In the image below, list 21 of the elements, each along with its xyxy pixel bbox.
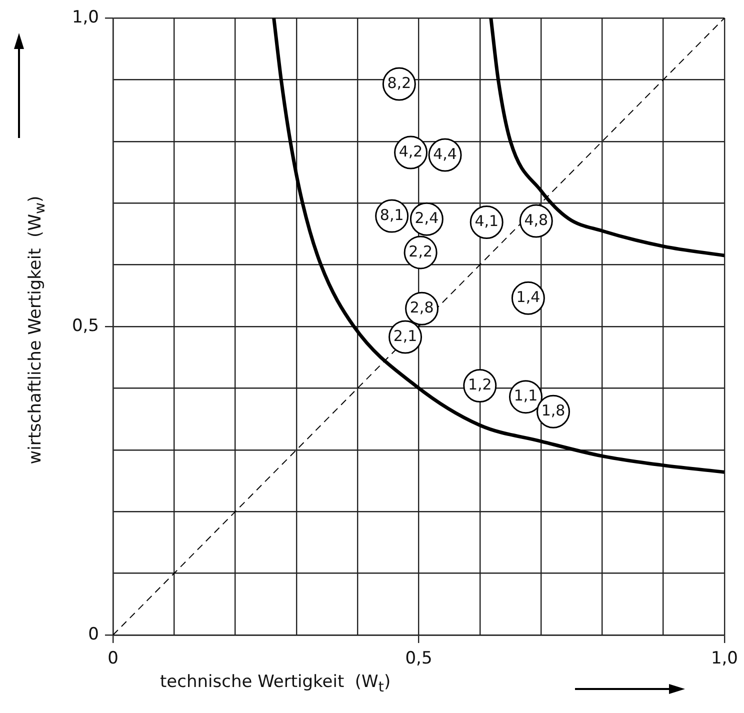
annotation: 2,8 [410, 298, 434, 316]
annotation: 4,4 [433, 144, 457, 163]
x-tick-label: 0,5 [405, 648, 432, 669]
annotation: 4,8 [524, 210, 548, 229]
annotation: 4,2 [398, 142, 423, 160]
annotation: 1,2 [468, 376, 492, 394]
annotation: 2,4 [414, 209, 439, 228]
annotation: 2,2 [408, 242, 433, 260]
x-tick-label: 1,0 [710, 648, 738, 669]
annotation: 2,1 [393, 326, 418, 345]
y-tick-label: 1,0 [72, 7, 99, 28]
y-tick-label: 0 [88, 624, 99, 644]
x-axis-title: technische Wertigkeit (W$_{t}$) [160, 672, 391, 696]
y-tick-label: 0,5 [72, 316, 99, 336]
annotation: 4,1 [474, 212, 499, 230]
x-tick-label: 0 [108, 648, 118, 669]
annotation: 1,1 [514, 386, 538, 405]
annotation: 1,4 [516, 288, 540, 306]
annotation: 8,1 [380, 206, 404, 224]
annotation: 1,8 [541, 402, 566, 420]
annotation: 8,2 [387, 74, 412, 92]
